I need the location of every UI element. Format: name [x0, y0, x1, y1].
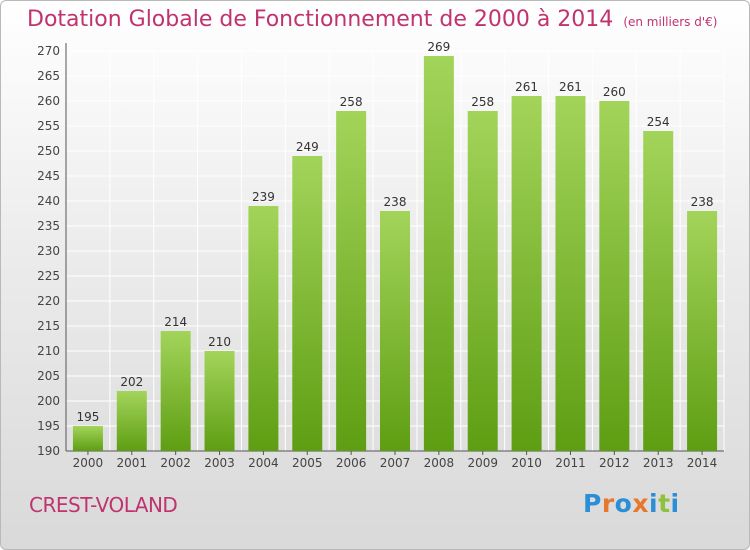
y-tick-label: 220 — [37, 294, 60, 308]
logo-letter: i — [649, 489, 659, 518]
x-tick-label-2005: 2005 — [292, 456, 323, 470]
logo-letter: o — [614, 489, 633, 518]
y-tick-label: 190 — [37, 444, 60, 458]
y-tick-label: 195 — [37, 419, 60, 433]
data-label-2005: 249 — [296, 140, 319, 154]
bar-2003 — [204, 351, 235, 451]
y-tick-label: 210 — [37, 344, 60, 358]
proxiti-logo[interactable]: Proxiti — [583, 489, 680, 518]
data-label-2006: 258 — [340, 95, 363, 109]
x-tick-label-2002: 2002 — [160, 456, 191, 470]
data-labels: 195 202 214 210 239 249 258 238 269 258 261 261 260 2… — [76, 40, 713, 424]
bar-2007 — [380, 211, 410, 451]
y-tick-label: 250 — [37, 144, 60, 158]
x-tick-label-2013: 2013 — [643, 456, 674, 470]
data-label-2004: 239 — [252, 190, 275, 204]
y-tick-label: 205 — [37, 369, 60, 383]
y-tick-label: 230 — [37, 244, 60, 258]
y-tick-label: 265 — [37, 69, 60, 83]
x-tick-label-2001: 2001 — [117, 456, 148, 470]
x-tick-label-2014: 2014 — [687, 456, 718, 470]
bar-2002 — [160, 331, 191, 451]
bar-2009 — [467, 111, 498, 451]
y-tick-label: 260 — [37, 94, 60, 108]
bars — [72, 56, 718, 451]
bar-2013 — [643, 131, 674, 451]
data-label-2003: 210 — [208, 335, 231, 349]
logo-letter: x — [632, 489, 649, 518]
chart-title-unit: (en milliers d'€) — [623, 15, 718, 29]
x-tick-label-2003: 2003 — [204, 456, 235, 470]
x-tick-label-2004: 2004 — [248, 456, 279, 470]
logo-letter: r — [601, 489, 615, 518]
bar-2000 — [72, 426, 103, 451]
data-label-2000: 195 — [76, 410, 99, 424]
data-label-2012: 260 — [603, 85, 626, 99]
y-tick-label: 240 — [37, 194, 60, 208]
bar-2010 — [511, 96, 542, 451]
x-tick-label-2010: 2010 — [511, 456, 542, 470]
commune-name: CREST-VOLAND — [29, 493, 178, 517]
bar-2014 — [687, 211, 718, 451]
x-tick-label-2012: 2012 — [599, 456, 630, 470]
y-tick-label: 200 — [37, 394, 60, 408]
y-tick-label: 270 — [37, 44, 60, 58]
chart-title-main: Dotation Globale de Fonctionnement de 20… — [27, 7, 614, 32]
x-tick-label-2008: 2008 — [424, 456, 455, 470]
data-label-2002: 214 — [164, 315, 187, 329]
y-tick-label: 225 — [37, 269, 60, 283]
y-tick-label: 215 — [37, 319, 60, 333]
bar-2004 — [248, 206, 279, 451]
y-tick-label: 255 — [37, 119, 60, 133]
bar-2005 — [292, 156, 323, 451]
bar-2012 — [599, 101, 630, 451]
y-tick-label: 235 — [37, 219, 60, 233]
bar-2011 — [555, 96, 586, 451]
data-label-2014: 238 — [691, 195, 714, 209]
x-tick-label-2007: 2007 — [380, 456, 411, 470]
data-label-2001: 202 — [120, 375, 143, 389]
data-label-2008: 269 — [427, 40, 450, 54]
bar-2001 — [116, 391, 147, 451]
logo-letter: t — [658, 489, 671, 518]
data-label-2009: 258 — [471, 95, 494, 109]
chart-title: Dotation Globale de Fonctionnement de 20… — [27, 7, 717, 32]
x-tick-label-2009: 2009 — [467, 456, 498, 470]
bar-2008 — [423, 56, 454, 451]
y-tick-label: 245 — [37, 169, 60, 183]
data-label-2011: 261 — [559, 80, 582, 94]
bar-2006 — [336, 111, 367, 451]
data-label-2007: 238 — [384, 195, 407, 209]
logo-letter: i — [670, 489, 680, 518]
logo-letter: P — [583, 489, 602, 518]
x-tick-label-2006: 2006 — [336, 456, 367, 470]
data-label-2010: 261 — [515, 80, 538, 94]
data-label-2013: 254 — [647, 115, 670, 129]
axes: 190 195 200 205 210 215 220 225 230 235 240 245 250 2… — [37, 43, 724, 470]
x-tick-label-2000: 2000 — [73, 456, 104, 470]
x-tick-label-2011: 2011 — [555, 456, 586, 470]
